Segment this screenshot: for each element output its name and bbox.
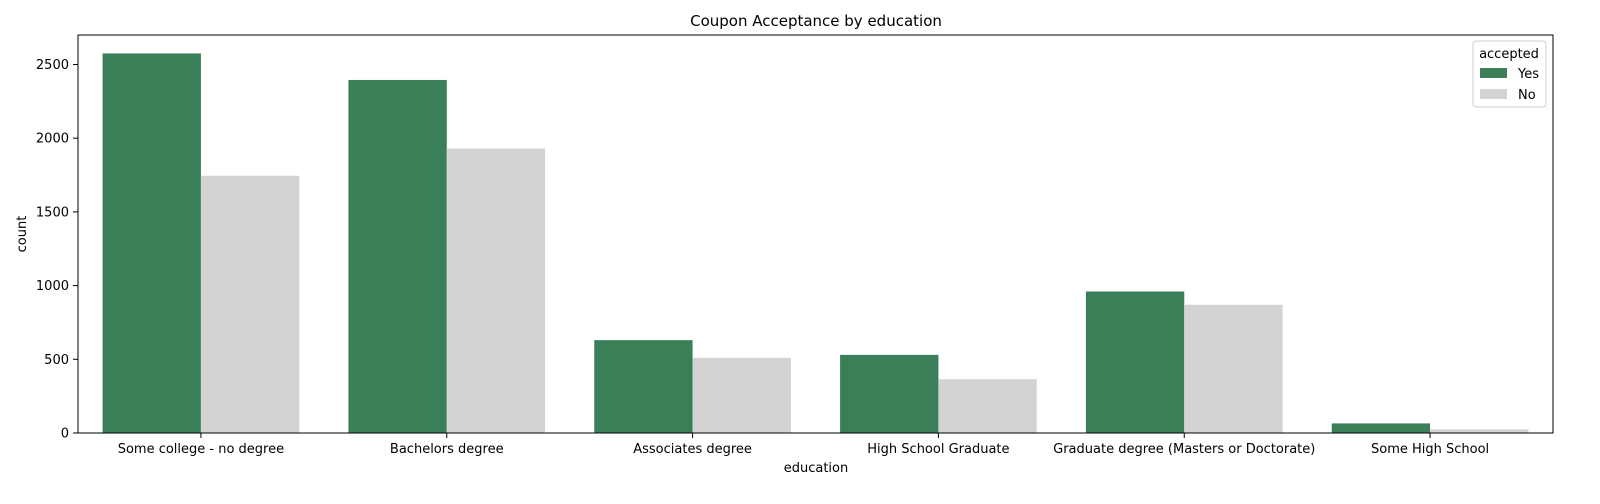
x-tick-label: High School Graduate bbox=[867, 442, 1009, 457]
x-tick-label: Some High School bbox=[1371, 442, 1489, 457]
bar-no-0 bbox=[200, 175, 300, 433]
bar-yes-0 bbox=[102, 53, 201, 434]
bar-yes-5 bbox=[1331, 423, 1431, 433]
legend-items: Yes No bbox=[1480, 67, 1539, 103]
legend-title: accepted bbox=[1479, 47, 1539, 62]
x-tick-label: Bachelors degree bbox=[390, 442, 504, 457]
legend-label-yes: Yes bbox=[1517, 67, 1539, 82]
bar-no-5 bbox=[1430, 429, 1529, 433]
legend-swatch-yes bbox=[1480, 68, 1507, 78]
y-tick-label: 0 bbox=[61, 427, 69, 442]
y-tick-label: 500 bbox=[44, 353, 69, 368]
chart-title: Coupon Acceptance by education bbox=[690, 12, 942, 30]
y-tick-label: 2500 bbox=[36, 58, 69, 73]
x-axis: Some college - no degree Bachelors degree… bbox=[118, 433, 1489, 457]
bar-no-3 bbox=[938, 379, 1037, 433]
x-tick-label: Associates degree bbox=[633, 442, 752, 457]
bar-yes-3 bbox=[840, 354, 939, 433]
legend-swatch-no bbox=[1480, 89, 1507, 99]
y-tick-label: 2000 bbox=[36, 132, 69, 147]
y-tick-label: 1500 bbox=[36, 205, 69, 220]
bar-no-2 bbox=[692, 357, 791, 433]
x-tick-label: Some college - no degree bbox=[118, 442, 284, 457]
legend-label-no: No bbox=[1518, 88, 1536, 103]
bar-no-1 bbox=[446, 148, 546, 433]
plot-frame bbox=[77, 34, 1554, 434]
x-axis-label: education bbox=[784, 461, 849, 476]
bar-yes-1 bbox=[348, 79, 447, 434]
bar-yes-2 bbox=[594, 340, 693, 433]
y-axis: 0 500 1000 1500 2000 2500 bbox=[36, 58, 78, 442]
y-axis-label: count bbox=[15, 216, 30, 253]
bar-no-4 bbox=[1184, 304, 1283, 433]
x-tick-label: Graduate degree (Masters or Doctorate) bbox=[1053, 442, 1315, 457]
y-tick-label: 1000 bbox=[36, 279, 69, 294]
legend: accepted Yes No bbox=[1472, 40, 1547, 108]
bar-yes-4 bbox=[1085, 291, 1185, 433]
plot-area bbox=[77, 34, 1554, 434]
